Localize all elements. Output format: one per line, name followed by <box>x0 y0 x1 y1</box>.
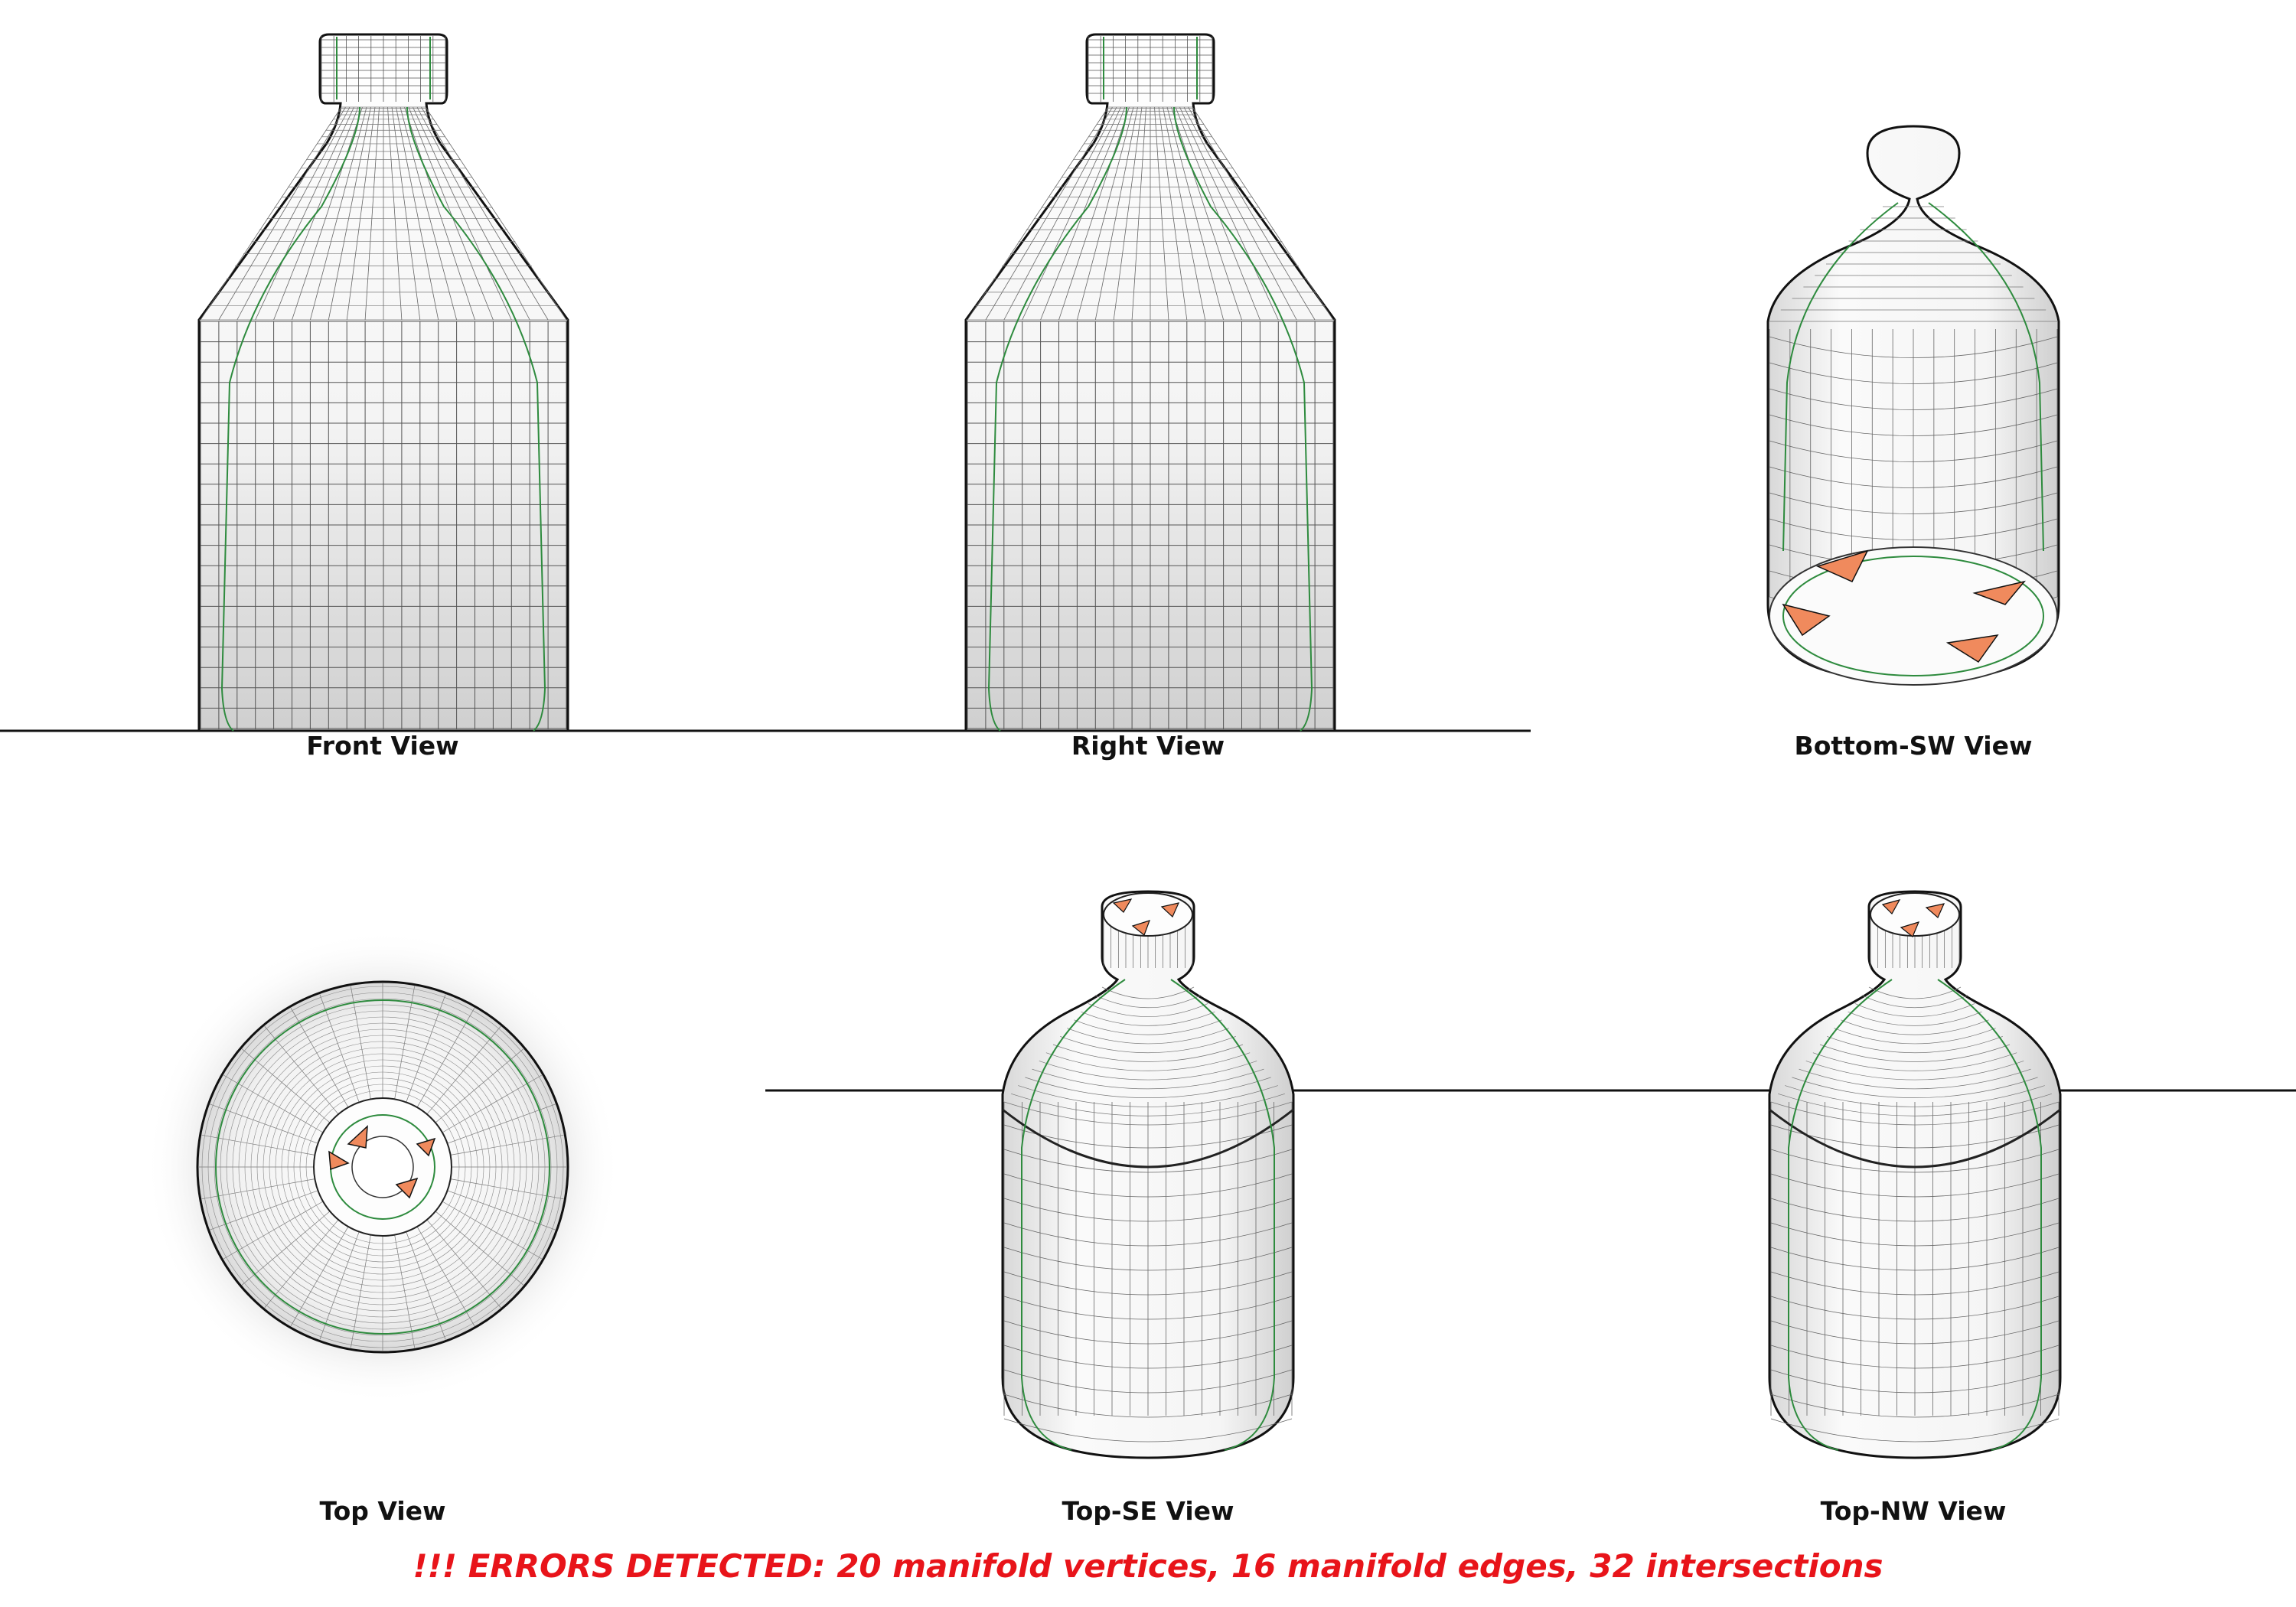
top-se-view-bottle <box>1001 890 1295 1459</box>
cap-top <box>1103 892 1193 937</box>
top-nw-view-bottle <box>1768 890 2062 1459</box>
seam-curve-right <box>1937 979 2042 1451</box>
top-se-view-label: Top-SE View <box>1062 1496 1234 1526</box>
seam-curve-right <box>1173 106 1313 732</box>
seam-curve-left <box>1021 979 1126 1451</box>
right-view-label: Right View <box>1071 731 1225 761</box>
wireframe-grid <box>1003 911 1293 1442</box>
error-marker <box>1112 898 1133 913</box>
top-view-label: Top View <box>319 1496 446 1526</box>
base-seam <box>1782 556 2044 676</box>
error-marker <box>1945 634 1999 663</box>
seam-curve-left <box>987 106 1127 732</box>
seam-curve-right <box>1928 202 2044 552</box>
cap-center <box>351 1136 414 1198</box>
wireframe-grid <box>1770 911 2060 1442</box>
error-marker <box>1881 899 1901 914</box>
wireframe-grid <box>966 36 1335 729</box>
error-marker <box>1160 902 1180 918</box>
shoulder-band <box>1002 1108 1294 1169</box>
error-marker <box>1972 580 2027 605</box>
seam-curve-right <box>1170 979 1275 1451</box>
error-markers <box>328 1125 436 1199</box>
error-marker <box>1900 921 1920 937</box>
shoulder-band <box>1769 1108 2061 1169</box>
error-marker <box>1782 603 1831 637</box>
top-view-bottle <box>145 930 620 1404</box>
wireframe-grid <box>199 983 566 1351</box>
seam-curve-left <box>1782 202 1899 552</box>
error-marker <box>416 1137 436 1157</box>
error-marker <box>395 1177 419 1199</box>
wireframe-grid <box>199 36 568 729</box>
error-marker <box>347 1125 368 1149</box>
seam-curve-left <box>220 106 360 732</box>
front-view-bottle <box>197 33 569 732</box>
error-marker <box>1925 903 1945 918</box>
error-markers <box>1782 549 2027 663</box>
error-markers <box>1112 898 1180 936</box>
front-view-label: Front View <box>306 731 459 761</box>
seam-ring-outer <box>215 999 550 1335</box>
top-nw-view-label: Top-NW View <box>1820 1496 2007 1526</box>
error-markers <box>1881 899 1945 937</box>
seam-curve-right <box>406 106 546 732</box>
bottom-sw-view-label: Bottom-SW View <box>1794 731 2033 761</box>
seam-curve-left <box>1788 979 1893 1451</box>
error-marker <box>1131 920 1150 936</box>
error-banner: !!! ERRORS DETECTED: 20 manifold vertice… <box>413 1547 1883 1585</box>
error-marker <box>1815 549 1869 582</box>
error-marker <box>328 1150 350 1171</box>
bottom-sw-view-bottle <box>1766 125 2060 686</box>
right-view-bottle <box>964 33 1336 732</box>
